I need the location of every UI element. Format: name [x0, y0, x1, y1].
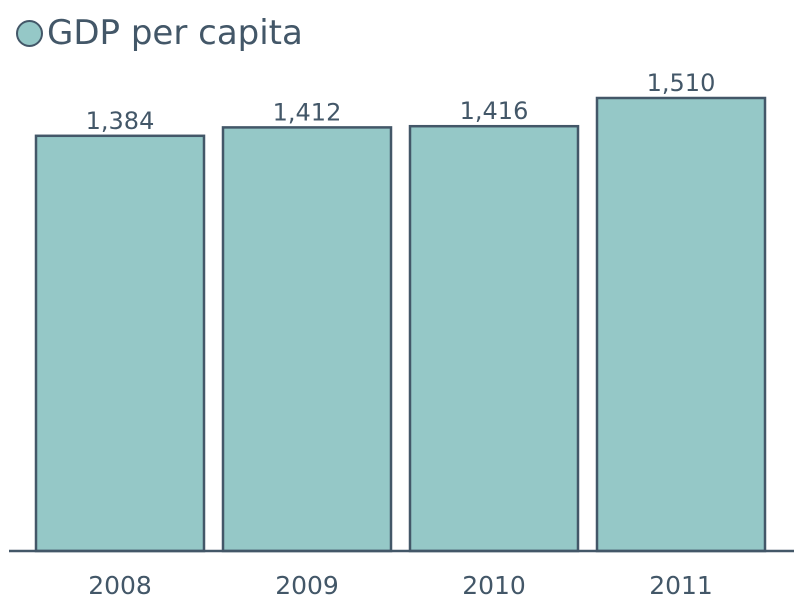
value-label-2010: 1,416	[460, 97, 529, 125]
value-label-2009: 1,412	[273, 98, 342, 126]
value-label-2011: 1,510	[647, 69, 716, 97]
value-label-2008: 1,384	[86, 107, 155, 135]
bar-2009	[221, 126, 393, 553]
bar-2011	[595, 96, 767, 553]
chart-legend: GDP per capita	[16, 14, 303, 52]
bar-2008	[34, 134, 206, 553]
x-tick-label-2010: 2010	[462, 571, 526, 600]
bar-2010	[408, 124, 580, 553]
x-tick-label-2011: 2011	[649, 571, 713, 600]
x-tick-label-2008: 2008	[88, 571, 152, 600]
legend-label-gdp-per-capita: GDP per capita	[47, 13, 303, 53]
legend-swatch-gdp-per-capita	[16, 19, 43, 47]
x-tick-label-2009: 2009	[275, 571, 339, 600]
